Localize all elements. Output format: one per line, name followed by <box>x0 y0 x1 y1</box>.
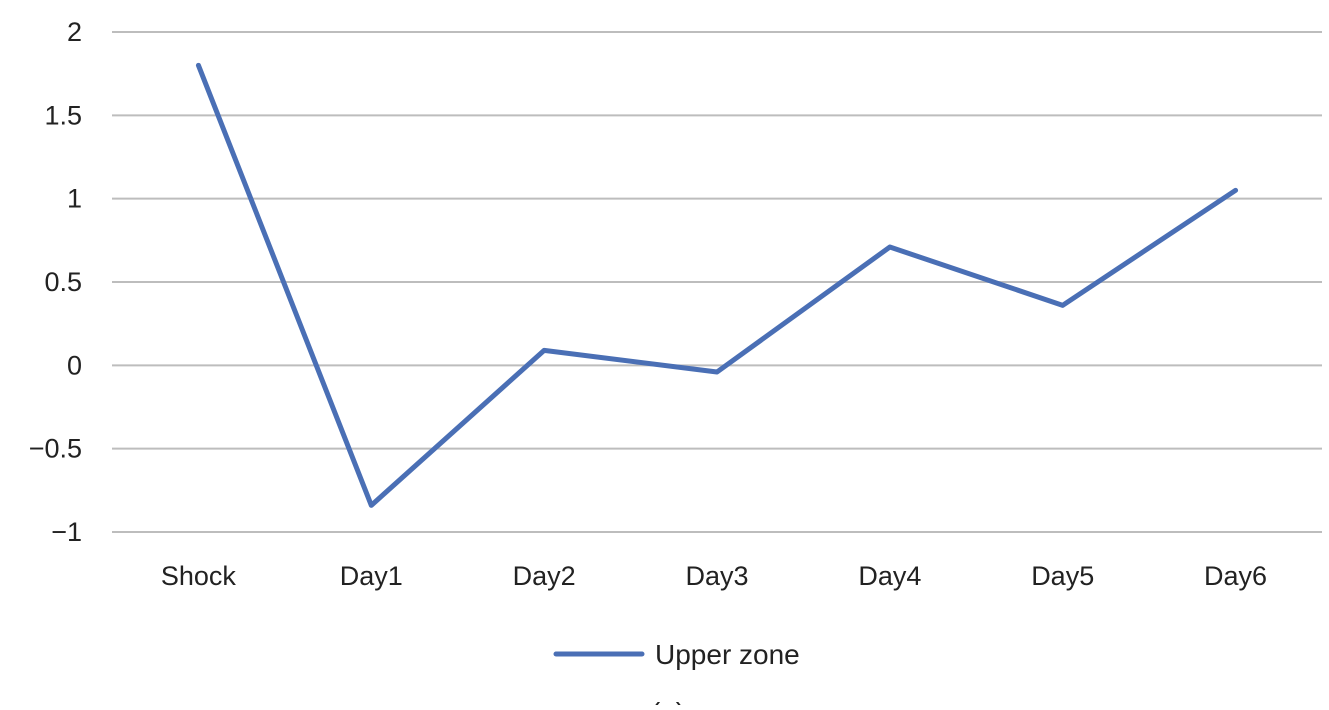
y-tick-label: −0.5 <box>29 434 82 464</box>
x-axis-ticks: Shock Day1 Day2 Day3 Day4 Day5 Day6 <box>161 561 1267 591</box>
series-line-upper-zone <box>198 65 1235 505</box>
x-tick-label: Day3 <box>685 561 748 591</box>
y-tick-label: 1 <box>67 184 82 214</box>
legend-label-upper-zone: Upper zone <box>655 639 800 670</box>
x-tick-label: Day1 <box>340 561 403 591</box>
x-tick-label: Day6 <box>1204 561 1267 591</box>
x-tick-label: Day4 <box>858 561 921 591</box>
y-tick-label: 2 <box>67 17 82 47</box>
y-tick-label: −1 <box>51 517 82 547</box>
x-tick-label: Day5 <box>1031 561 1094 591</box>
x-tick-label: Day2 <box>513 561 576 591</box>
x-tick-label: Shock <box>161 561 237 591</box>
gridlines <box>112 32 1322 532</box>
y-axis-ticks: 2 1.5 1 0.5 0 −0.5 −1 <box>29 17 82 547</box>
legend: Upper zone <box>556 639 800 670</box>
y-tick-label: 1.5 <box>44 100 82 130</box>
y-tick-label: 0.5 <box>44 267 82 297</box>
series-layer <box>198 65 1235 505</box>
chart-caption: (a) <box>651 697 685 705</box>
y-tick-label: 0 <box>67 350 82 380</box>
